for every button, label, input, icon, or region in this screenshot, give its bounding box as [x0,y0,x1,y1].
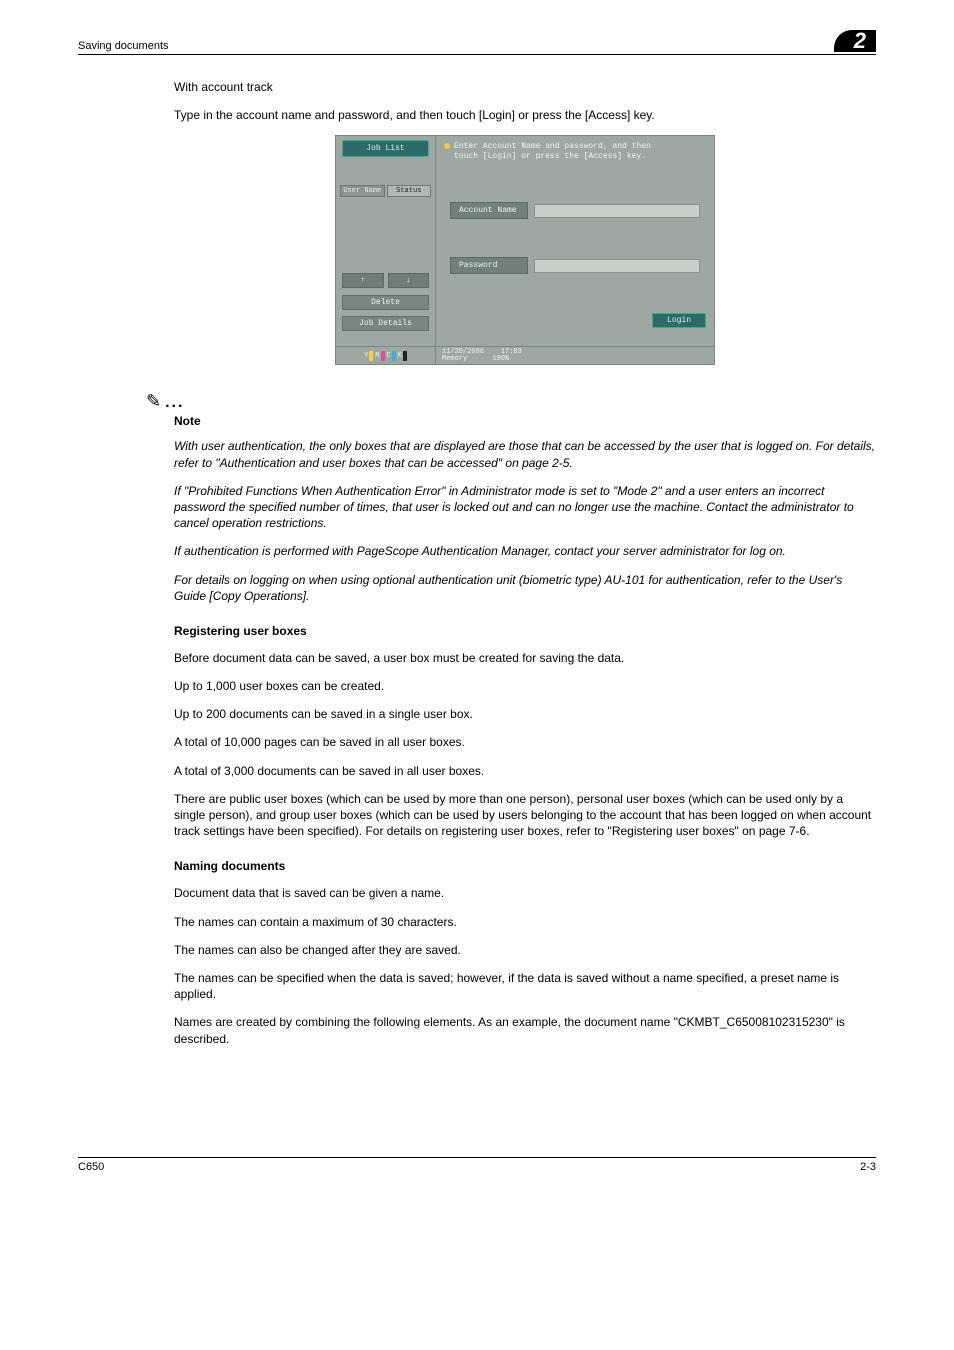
toner-m-label: M [375,352,379,360]
hint-led-icon [444,143,450,149]
chapter-badge: 2 [834,30,876,52]
intro-line: Type in the account name and password, a… [174,107,876,123]
note-block: ✎ ... Note [174,391,876,428]
memory-label: Memory [442,355,467,363]
naming-p5: Names are created by combining the follo… [174,1014,876,1046]
reg-p6: There are public user boxes (which can b… [174,791,876,840]
job-list-button[interactable]: Job List [342,140,429,157]
reg-p1: Before document data can be saved, a use… [174,650,876,666]
note-p4: For details on logging on when using opt… [174,572,876,604]
arrow-up-button[interactable]: ↑ [342,273,384,288]
reg-p4: A total of 10,000 pages can be saved in … [174,734,876,750]
account-name-field[interactable] [534,204,700,218]
password-field[interactable] [534,259,700,273]
toner-c-label: C [387,352,391,360]
page-footer: C650 2-3 [78,1157,876,1173]
main-content: With account track Type in the account n… [78,79,876,1047]
toner-k-icon [403,351,407,361]
reg-p3: Up to 200 documents can be saved in a si… [174,706,876,722]
footer-page: 2-3 [860,1161,876,1173]
note-label: Note [174,414,876,428]
reg-p2: Up to 1,000 user boxes can be created. [174,678,876,694]
touch-panel-screenshot: Job List User Name Status ↑ ↓ Delete Job… [335,135,715,365]
toner-levels: Y M C K [336,347,436,364]
arrow-down-button[interactable]: ↓ [388,273,430,288]
naming-p2: The names can contain a maximum of 30 ch… [174,914,876,930]
note-p2: If "Prohibited Functions When Authentica… [174,483,876,532]
login-button[interactable]: Login [652,313,706,328]
toner-y-label: Y [364,352,368,360]
note-p1: With user authentication, the only boxes… [174,438,876,470]
delete-button[interactable]: Delete [342,295,429,310]
subheading: With account track [174,79,876,95]
toner-y-icon [369,351,373,361]
account-name-button[interactable]: Account Name [450,202,528,219]
job-details-button[interactable]: Job Details [342,316,429,331]
header-section: Saving documents [78,40,169,52]
panel-main: Enter Account Name and password, and the… [436,136,714,346]
note-p3: If authentication is performed with Page… [174,543,876,559]
toner-m-icon [381,351,385,361]
panel-footer: Y M C K 11/20/2006 17:03 Memory 100% [336,346,714,364]
password-button[interactable]: Password [450,257,528,274]
page-header: Saving documents 2 [78,30,876,55]
toner-c-icon [392,351,396,361]
naming-title: Naming documents [174,859,876,873]
status-tab[interactable]: Status [387,185,432,197]
hint-line-2: touch [Login] or press the [Access] key. [454,152,651,162]
naming-p4: The names can be specified when the data… [174,970,876,1002]
naming-p3: The names can also be changed after they… [174,942,876,958]
footer-model: C650 [78,1161,104,1173]
hint-line-1: Enter Account Name and password, and the… [454,142,651,152]
panel-sidebar: Job List User Name Status ↑ ↓ Delete Job… [336,136,436,346]
note-dots-icon: ... [165,394,184,412]
memory-value: 100% [492,355,509,363]
reg-title: Registering user boxes [174,624,876,638]
toner-k-label: K [398,352,402,360]
user-name-tab[interactable]: User Name [340,185,385,197]
reg-p5: A total of 3,000 documents can be saved … [174,763,876,779]
note-icon: ✎ [146,391,161,412]
naming-p1: Document data that is saved can be given… [174,885,876,901]
